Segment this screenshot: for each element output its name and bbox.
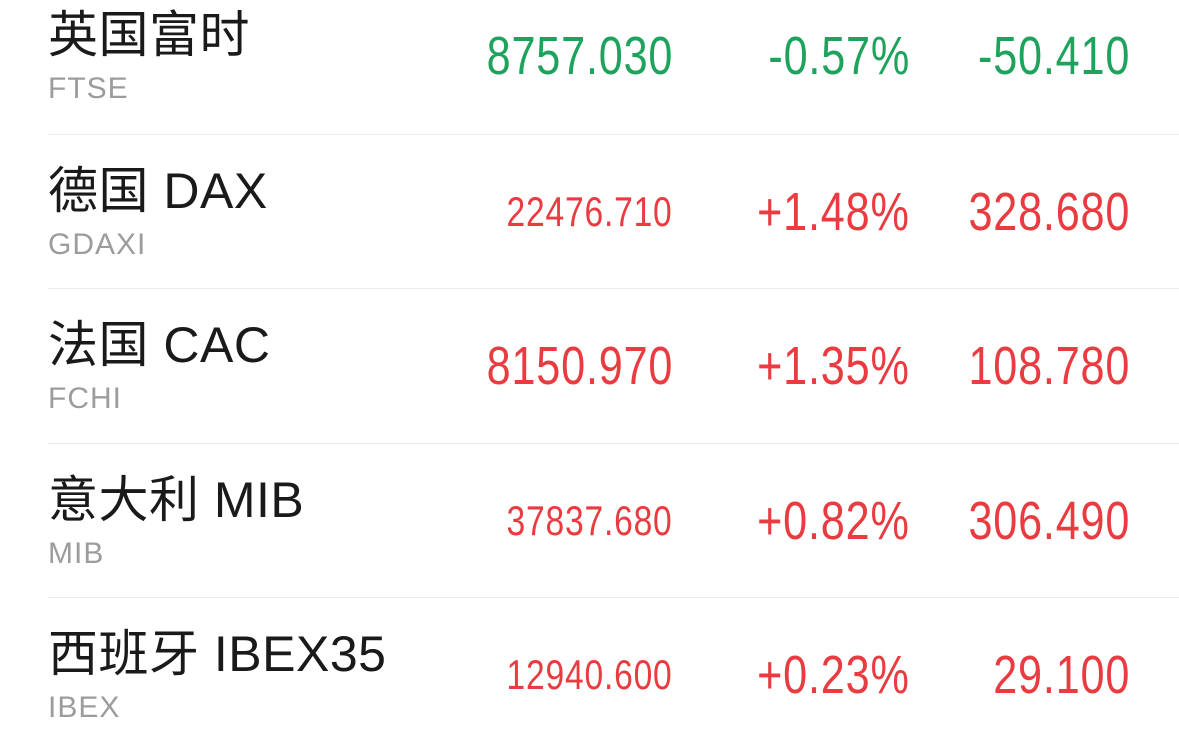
- index-name: 英国富时: [48, 7, 250, 64]
- index-change-percent: -0.57%: [768, 26, 910, 87]
- index-change-amount: 328.680: [968, 181, 1130, 242]
- change-percent-column: +0.23%: [673, 648, 910, 702]
- index-row[interactable]: 意大利 MIB MIB 37837.680 +0.82% 306.490: [0, 443, 1179, 598]
- index-price: 37837.680: [506, 496, 673, 544]
- index-name: 德国 DAX: [48, 162, 268, 219]
- change-percent-column: +1.35%: [673, 339, 910, 393]
- index-name: 意大利 MIB: [48, 471, 305, 528]
- index-change-amount: 108.780: [968, 336, 1130, 397]
- change-amount-column: 108.780: [910, 339, 1130, 393]
- index-meta: 西班牙 IBEX35 IBEX: [48, 626, 399, 724]
- index-code: GDAXI: [48, 227, 147, 261]
- index-change-percent: +0.23%: [757, 645, 910, 706]
- index-code: IBEX: [48, 691, 121, 725]
- change-percent-column: +0.82%: [673, 494, 910, 548]
- index-name: 西班牙 IBEX35: [48, 626, 387, 683]
- change-amount-column: 29.100: [910, 648, 1130, 702]
- change-amount-column: -50.410: [910, 29, 1130, 83]
- index-code: FTSE: [48, 72, 129, 106]
- index-code: FCHI: [48, 382, 122, 416]
- change-percent-column: +1.48%: [673, 185, 910, 239]
- index-row[interactable]: 英国富时 FTSE 8757.030 -0.57% -50.410: [0, 0, 1179, 135]
- index-price: 8757.030: [486, 26, 673, 87]
- index-price: 8150.970: [486, 336, 673, 397]
- price-column: 12940.600: [399, 654, 673, 696]
- index-change-amount: 29.100: [993, 645, 1130, 706]
- change-amount-column: 328.680: [910, 185, 1130, 239]
- price-column: 37837.680: [399, 496, 673, 544]
- index-row[interactable]: 西班牙 IBEX35 IBEX 12940.600 +0.23% 29.100: [0, 598, 1179, 753]
- index-change-amount: -50.410: [977, 26, 1130, 87]
- price-column: 8757.030: [399, 29, 673, 83]
- change-percent-column: -0.57%: [673, 29, 910, 83]
- index-meta: 英国富时 FTSE: [48, 7, 399, 105]
- index-meta: 德国 DAX GDAXI: [48, 163, 399, 261]
- price-column: 22476.710: [399, 187, 673, 235]
- change-amount-column: 306.490: [910, 494, 1130, 548]
- index-price: 22476.710: [506, 187, 673, 235]
- index-change-percent: +1.48%: [757, 181, 910, 242]
- index-change-percent: +0.82%: [757, 490, 910, 551]
- index-meta: 意大利 MIB MIB: [48, 472, 399, 570]
- index-row[interactable]: 法国 CAC FCHI 8150.970 +1.35% 108.780: [0, 289, 1179, 444]
- index-code: MIB: [48, 536, 105, 570]
- index-price: 12940.600: [506, 651, 673, 699]
- price-column: 8150.970: [399, 339, 673, 393]
- index-change-percent: +1.35%: [757, 336, 910, 397]
- index-change-amount: 306.490: [968, 490, 1130, 551]
- index-meta: 法国 CAC FCHI: [48, 317, 399, 415]
- index-row[interactable]: 德国 DAX GDAXI 22476.710 +1.48% 328.680: [0, 134, 1179, 289]
- index-name: 法国 CAC: [48, 317, 271, 374]
